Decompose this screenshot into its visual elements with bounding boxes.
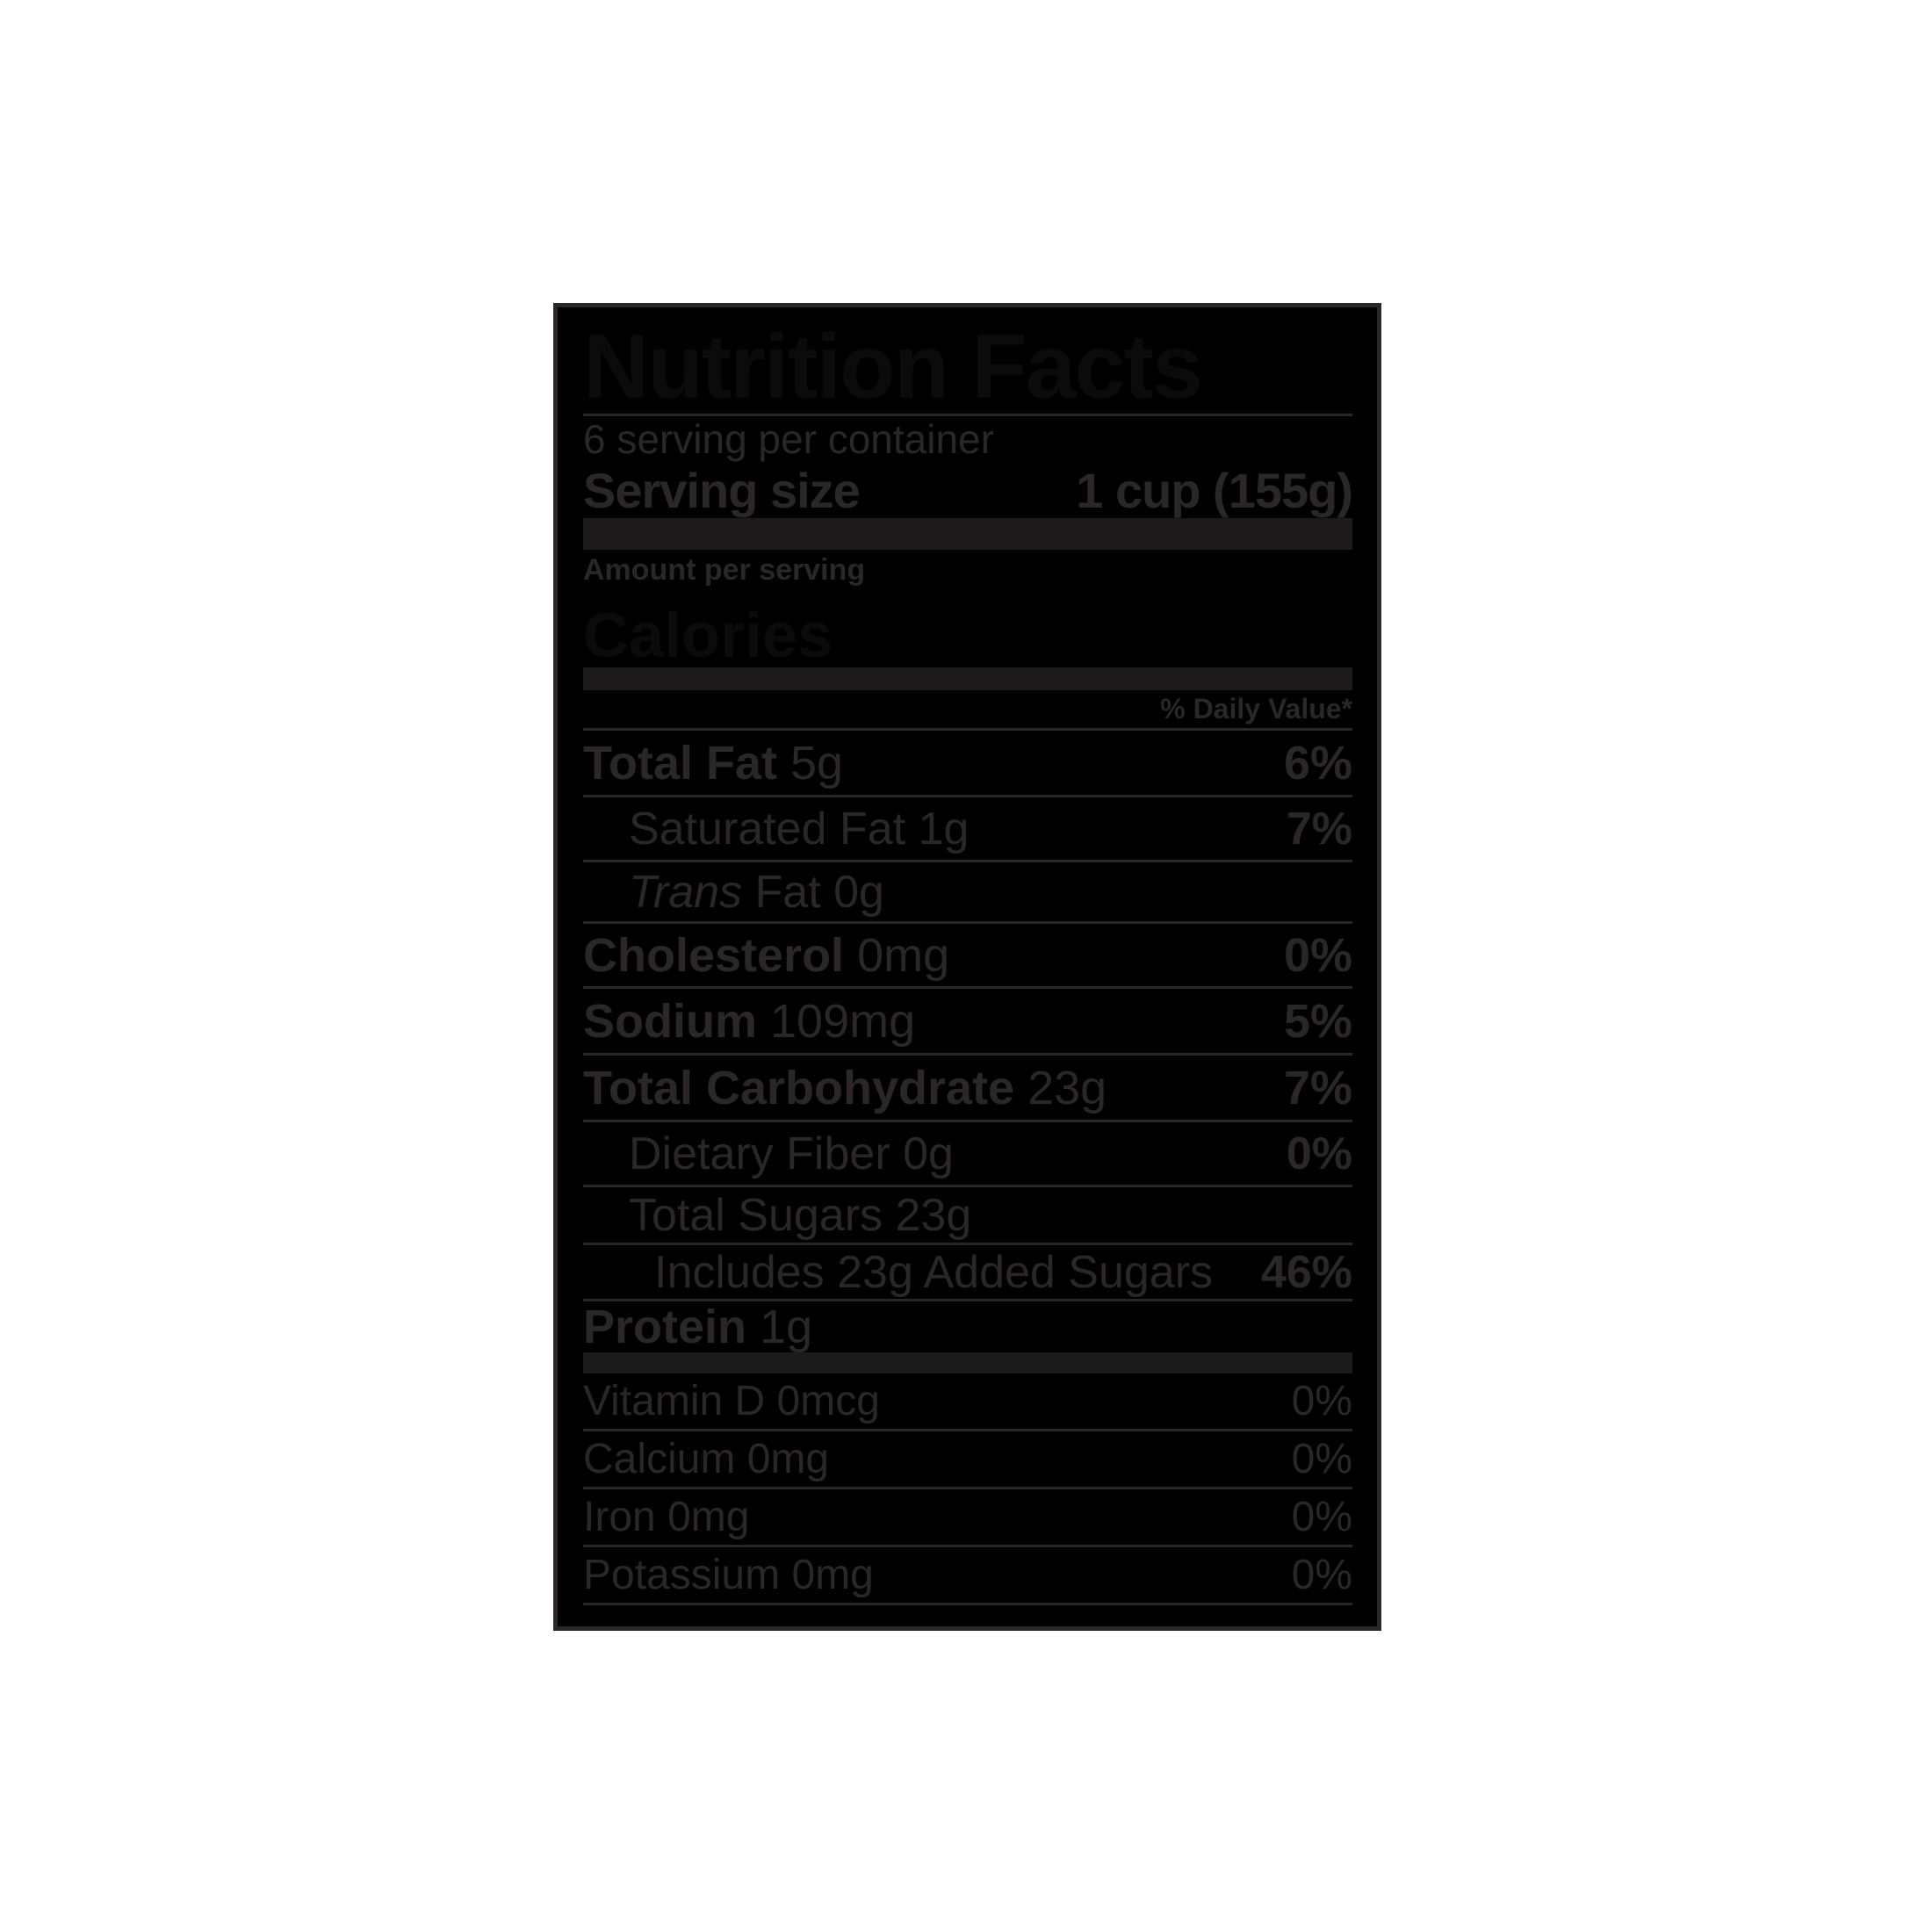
micronutrient-row-iron: Iron 0mg 0% <box>583 1489 1352 1547</box>
nutrient-name-amount: Saturated Fat 1g <box>629 803 970 854</box>
nutrient-percent: 46% <box>1260 1246 1352 1298</box>
serving-size-value: 1 cup (155g) <box>1076 462 1353 518</box>
nutrient-row-total-carbohydrate: Total Carbohydrate 23g 7% <box>583 1056 1352 1122</box>
nutrient-percent: 6% <box>1283 736 1352 789</box>
micronutrient-percent: 0% <box>1291 1552 1352 1598</box>
nutrient-row-sodium: Sodium 109mg 5% <box>583 989 1352 1056</box>
divider-bar-bottom <box>583 1352 1352 1373</box>
nutrient-name-amount: Includes 23g Added Sugars <box>654 1246 1214 1298</box>
nutrient-name-amount: Total Sugars 23g <box>629 1189 972 1241</box>
nutrient-percent: 5% <box>1283 994 1352 1048</box>
nutrient-row-added-sugars: Includes 23g Added Sugars 46% <box>583 1245 1352 1301</box>
nutrient-percent: 0% <box>1286 1128 1352 1179</box>
servings-per-container-row: 6 serving per container <box>583 416 1352 462</box>
nutrient-percent: 7% <box>1286 803 1352 854</box>
micronutrient-name-amount: Iron 0mg <box>583 1494 750 1540</box>
nutrient-name-amount: Total Fat 5g <box>583 736 844 789</box>
daily-value-header-row: % Daily Value* <box>583 690 1352 731</box>
serving-size-row: Serving size 1 cup (155g) <box>583 462 1353 518</box>
micronutrient-name-amount: Potassium 0mg <box>583 1552 874 1598</box>
micronutrient-row-vitamin-d: Vitamin D 0mcg 0% <box>583 1373 1352 1431</box>
divider-bar-calories <box>583 667 1352 690</box>
amount-per-serving-label: Amount per serving <box>583 552 866 587</box>
nutrient-row-cholesterol: Cholesterol 0mg 0% <box>583 924 1352 989</box>
micronutrient-percent: 0% <box>1291 1494 1352 1540</box>
nutrient-name-amount: Total Carbohydrate 23g <box>583 1061 1107 1114</box>
micronutrient-name-amount: Calcium 0mg <box>583 1436 830 1482</box>
calories-label: Calories <box>583 601 833 667</box>
nutrient-row-total-fat: Total Fat 5g 6% <box>583 731 1352 797</box>
micronutrient-percent: 0% <box>1291 1378 1352 1424</box>
servings-per-container-text: 6 serving per container <box>583 416 994 462</box>
amount-per-serving-row: Amount per serving <box>583 550 1352 590</box>
calories-row: Calories <box>583 590 1352 667</box>
nutrient-name-amount: Dietary Fiber 0g <box>629 1128 954 1179</box>
nutrition-facts-label: Nutrition Facts 6 serving per container … <box>553 303 1381 1631</box>
label-title-block: Nutrition Facts <box>583 307 1352 416</box>
serving-size-label: Serving size <box>583 462 861 518</box>
micronutrient-row-potassium: Potassium 0mg 0% <box>583 1547 1352 1605</box>
divider-bar-top <box>583 518 1352 550</box>
nutrient-percent: 7% <box>1283 1061 1352 1114</box>
nutrient-name-amount: Trans Fat 0g <box>629 866 884 918</box>
label-title: Nutrition Facts <box>583 315 1203 416</box>
nutrient-name-amount: Cholesterol 0mg <box>583 928 950 982</box>
nutrient-row-dietary-fiber: Dietary Fiber 0g 0% <box>583 1122 1352 1187</box>
nutrient-row-protein: Protein 1g <box>583 1301 1352 1353</box>
micronutrient-percent: 0% <box>1291 1436 1352 1482</box>
nutrient-row-trans-fat: Trans Fat 0g <box>583 862 1352 924</box>
nutrient-name-amount: Protein 1g <box>583 1301 813 1353</box>
nutrient-percent: 0% <box>1283 928 1352 982</box>
nutrient-row-saturated-fat: Saturated Fat 1g 7% <box>583 797 1352 862</box>
nutrient-row-total-sugars: Total Sugars 23g <box>583 1187 1352 1245</box>
daily-value-header: % Daily Value* <box>1160 693 1352 724</box>
micronutrient-name-amount: Vitamin D 0mcg <box>583 1378 880 1424</box>
micronutrient-row-calcium: Calcium 0mg 0% <box>583 1431 1352 1489</box>
nutrient-name-amount: Sodium 109mg <box>583 994 916 1048</box>
